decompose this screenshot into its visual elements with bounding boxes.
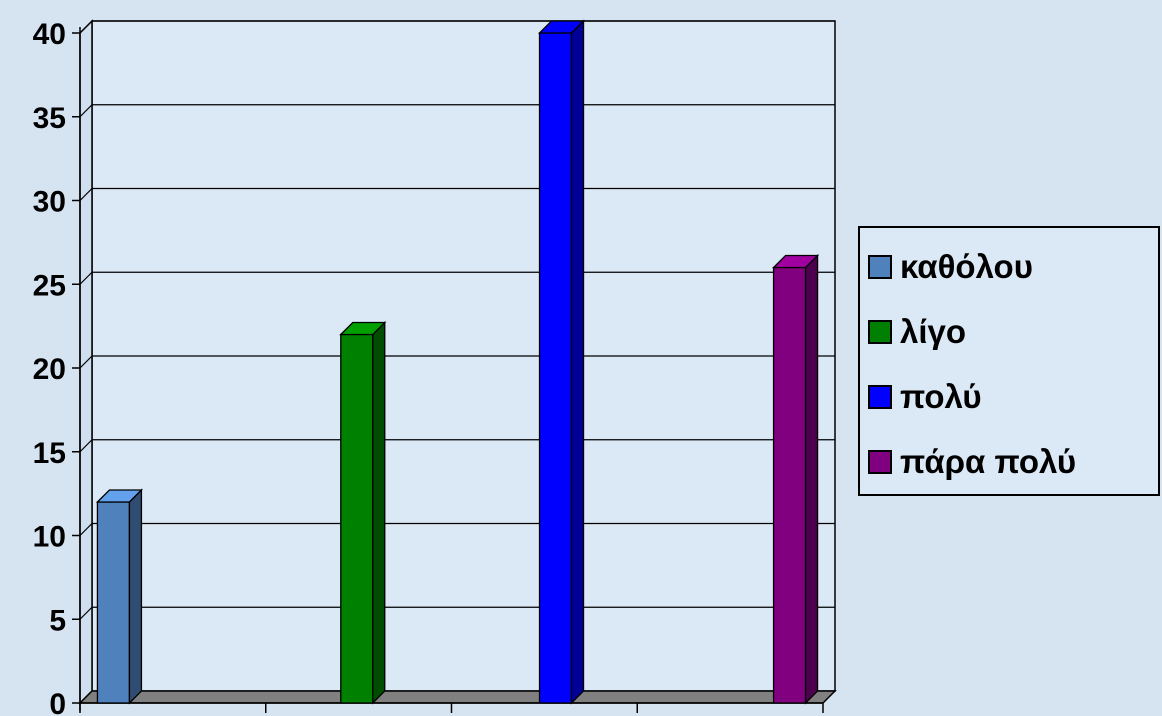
gridline-side [79, 355, 93, 369]
legend-item: πάρα πολύ [868, 443, 1077, 480]
bar-1-front [96, 501, 131, 704]
legend-item: πολύ [868, 378, 982, 415]
legend-swatch [868, 450, 892, 474]
legend-label: λίγο [900, 313, 967, 350]
legend-label: καθόλου [900, 248, 1033, 285]
bar-2-top [339, 321, 387, 336]
y-tick-label: 30 [33, 186, 66, 219]
legend-label: πάρα πολύ [900, 443, 1077, 480]
y-tick-label: 15 [33, 437, 66, 470]
plot-floor [78, 690, 837, 704]
bar-1-side [128, 488, 143, 705]
bar-1-top [95, 489, 144, 503]
y-tick-label: 10 [33, 521, 66, 554]
y-tick-label: 20 [33, 353, 66, 386]
legend-swatch [868, 255, 892, 279]
legend-swatch [868, 320, 892, 344]
y-tick-label: 0 [49, 688, 66, 716]
gridline-side [79, 104, 93, 118]
y-tick-label: 35 [33, 102, 66, 135]
gridline-side [79, 271, 93, 285]
gridline-side [79, 20, 93, 34]
bar-3-top [537, 20, 586, 34]
y-tick-label: 40 [33, 18, 66, 51]
bar-2-front [340, 333, 374, 704]
bar-3-side [570, 19, 585, 705]
y-tick-label: 25 [33, 269, 66, 302]
gridline-side [79, 606, 93, 620]
bar-3-front [538, 32, 573, 704]
bar-4-top [771, 254, 820, 269]
legend-item: λίγο [868, 313, 967, 350]
bar-4-side [804, 253, 819, 705]
gridline-side [79, 188, 93, 201]
y-tick-label: 5 [49, 604, 66, 637]
legend: καθόλου λίγο πολύ πάρα πολύ [858, 226, 1160, 496]
legend-label: πολύ [900, 378, 982, 415]
bar-2-side [372, 320, 386, 705]
legend-item: καθόλου [868, 248, 1033, 285]
bar-4-front [772, 266, 807, 704]
gridline-side [79, 439, 93, 453]
gridline-side [79, 523, 93, 536]
legend-swatch [868, 385, 892, 409]
